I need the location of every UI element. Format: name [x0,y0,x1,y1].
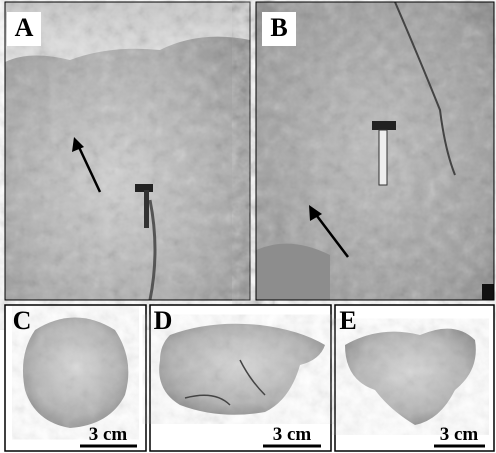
panel-label: D [154,306,173,335]
panel-b: B [256,2,494,300]
scale-label: 3 cm [440,424,479,445]
panel-label: C [13,306,32,335]
panel-label: B [270,13,287,42]
panel-e: E 3 cm [335,305,494,451]
panel-a: A [5,2,250,300]
scale-label: 3 cm [89,424,128,445]
panel-d: D 3 cm [150,305,331,451]
panel-label: E [339,306,356,335]
figure: A B C 3 cm D 3 cm E [0,0,496,453]
scale-label: 3 cm [273,424,312,445]
panel-c: C 3 cm [5,305,146,451]
panel-label: A [15,13,34,42]
